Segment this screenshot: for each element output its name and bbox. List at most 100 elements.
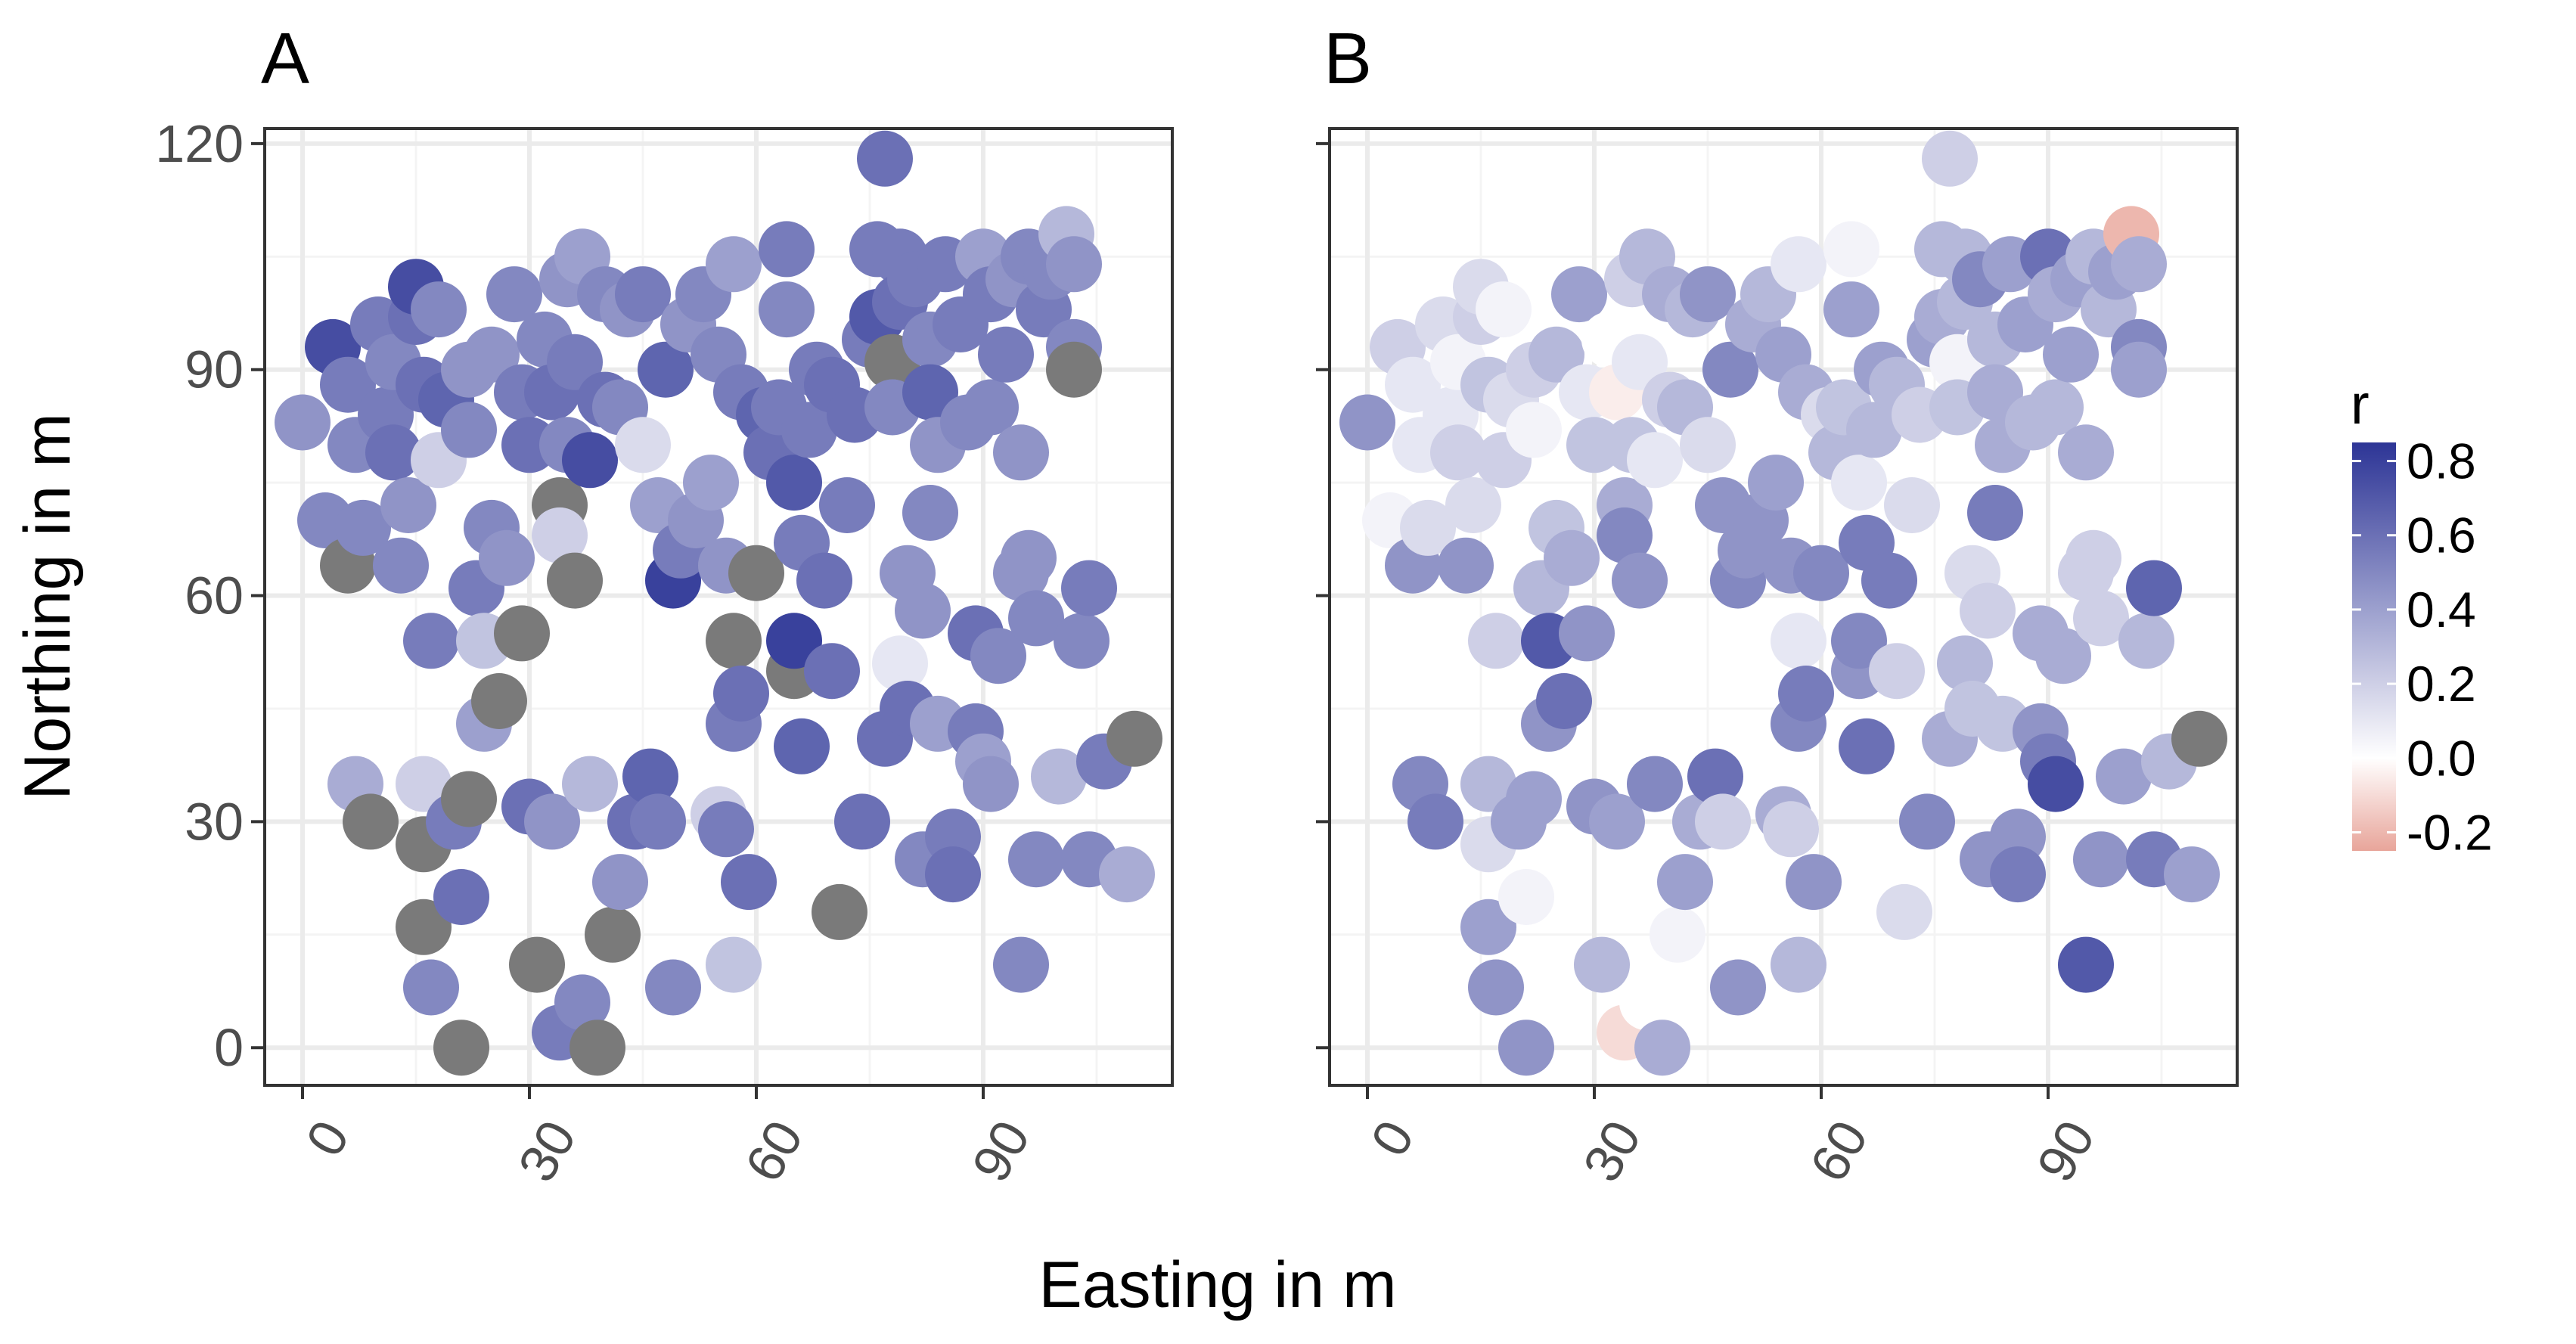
panel-a-label: A (261, 18, 309, 99)
scatter-point (365, 424, 421, 481)
scatter-point (1506, 771, 1562, 827)
y-tick-label: 90 (185, 340, 244, 399)
scatter-point (1627, 756, 1683, 812)
scatter-point (1823, 281, 1879, 338)
scatter-point (562, 432, 618, 489)
scatter-point (713, 666, 769, 722)
scatter-point (1061, 560, 1117, 616)
scatter-point (486, 266, 542, 323)
scatter-point (1823, 221, 1879, 278)
scatter-point (1876, 883, 1932, 940)
scatter-point (1597, 507, 1653, 563)
scatter-point (585, 906, 641, 963)
scatter-point (464, 326, 520, 383)
scatter-point (1831, 455, 1887, 511)
scatter-point (411, 281, 467, 338)
scatter-point (373, 537, 429, 594)
legend-tick-label: 0.6 (2407, 507, 2476, 563)
scatter-point (615, 266, 671, 323)
scatter-point (993, 424, 1049, 481)
y-tick-label: 60 (185, 566, 244, 625)
panel-b-label: B (1324, 18, 1372, 99)
scatter-point (1430, 424, 1486, 481)
scatter-point (645, 959, 701, 1016)
scatter-point (547, 334, 603, 390)
scatter-point (1702, 341, 1758, 398)
scatter-point (1031, 748, 1087, 805)
scatter-point (1687, 748, 1743, 805)
scatter-point (1960, 582, 2016, 639)
scatter-point (1710, 959, 1766, 1016)
scatter-point (2073, 590, 2129, 647)
legend-tick-label: 0.8 (2407, 433, 2476, 489)
scatter-point (1460, 756, 1516, 812)
scatter-point (2028, 379, 2084, 436)
scatter-point (766, 455, 822, 511)
scatter-point (970, 628, 1026, 684)
panel-b: B 0 30 60 90 (1316, 18, 2239, 1191)
legend-tick-label: -0.2 (2407, 804, 2493, 860)
scatter-point (1839, 718, 1895, 774)
scatter-point (2065, 529, 2121, 586)
scatter-point (1468, 959, 1524, 1016)
scatter-point (759, 221, 815, 278)
scatter-point (1008, 831, 1064, 888)
scatter-point (781, 402, 837, 458)
scatter-point (1778, 666, 1834, 722)
scatter-point (1008, 590, 1064, 647)
scatter-point (2164, 846, 2220, 903)
legend-ticks: 0.8 0.6 0.4 0.2 0.0 -0.2 (2352, 433, 2493, 860)
scatter-point (562, 756, 618, 812)
legend-tick-label: 0.2 (2407, 656, 2476, 712)
scatter-point (1763, 801, 1819, 858)
scatter-point (1884, 477, 1940, 533)
scatter-point (1846, 402, 1902, 458)
scatter-point (2096, 748, 2152, 805)
scatter-point (774, 718, 830, 774)
scatter-point (1536, 673, 1592, 729)
scatter-point (1559, 605, 1615, 662)
x-tick-label: 0 (295, 1111, 361, 1166)
scatter-point (1619, 974, 1675, 1031)
scatter-point (1551, 266, 1607, 323)
scatter-point (1438, 537, 1494, 594)
scatter-point (759, 281, 815, 338)
colour-legend: r 0.8 0.6 0.4 0.2 0.0 -0.2 (2351, 373, 2493, 860)
y-axis-title: Northing in m (11, 413, 84, 799)
scatter-point (524, 793, 580, 850)
scatter-point (978, 326, 1034, 383)
scatter-point (1771, 236, 1826, 293)
scatter-point (1695, 793, 1751, 850)
scatter-point (1385, 356, 1441, 413)
scatter-point (706, 236, 762, 293)
scatter-point (1544, 529, 1600, 586)
scatter-point (804, 643, 860, 700)
scatter-point (1498, 1020, 1554, 1076)
scatter-point (683, 455, 739, 511)
scatter-point (1990, 846, 2046, 903)
scatter-point (993, 936, 1049, 993)
scatter-point (403, 959, 459, 1016)
scatter-point (275, 394, 331, 451)
scatter-point (1574, 936, 1630, 993)
scatter-point (895, 582, 951, 639)
scatter-point (902, 485, 958, 541)
scatter-point (1771, 936, 1826, 993)
scatter-point (1967, 364, 2023, 421)
scatter-point (471, 673, 527, 729)
scatter-point (796, 552, 852, 609)
panel-b-frame (1328, 127, 2239, 1087)
scatter-point (2058, 936, 2114, 993)
scatter-point (1937, 635, 1993, 692)
scatter-point (494, 605, 550, 662)
scatter-point (570, 1020, 625, 1076)
scatter-point (1657, 854, 1713, 911)
scatter-point (1793, 545, 1849, 601)
scatter-point (1400, 499, 1456, 556)
scatter-point (1407, 793, 1463, 850)
scatter-point (1106, 710, 1162, 767)
scatter-point (812, 883, 867, 940)
scatter-point (630, 793, 686, 850)
scatter-point (441, 771, 497, 827)
